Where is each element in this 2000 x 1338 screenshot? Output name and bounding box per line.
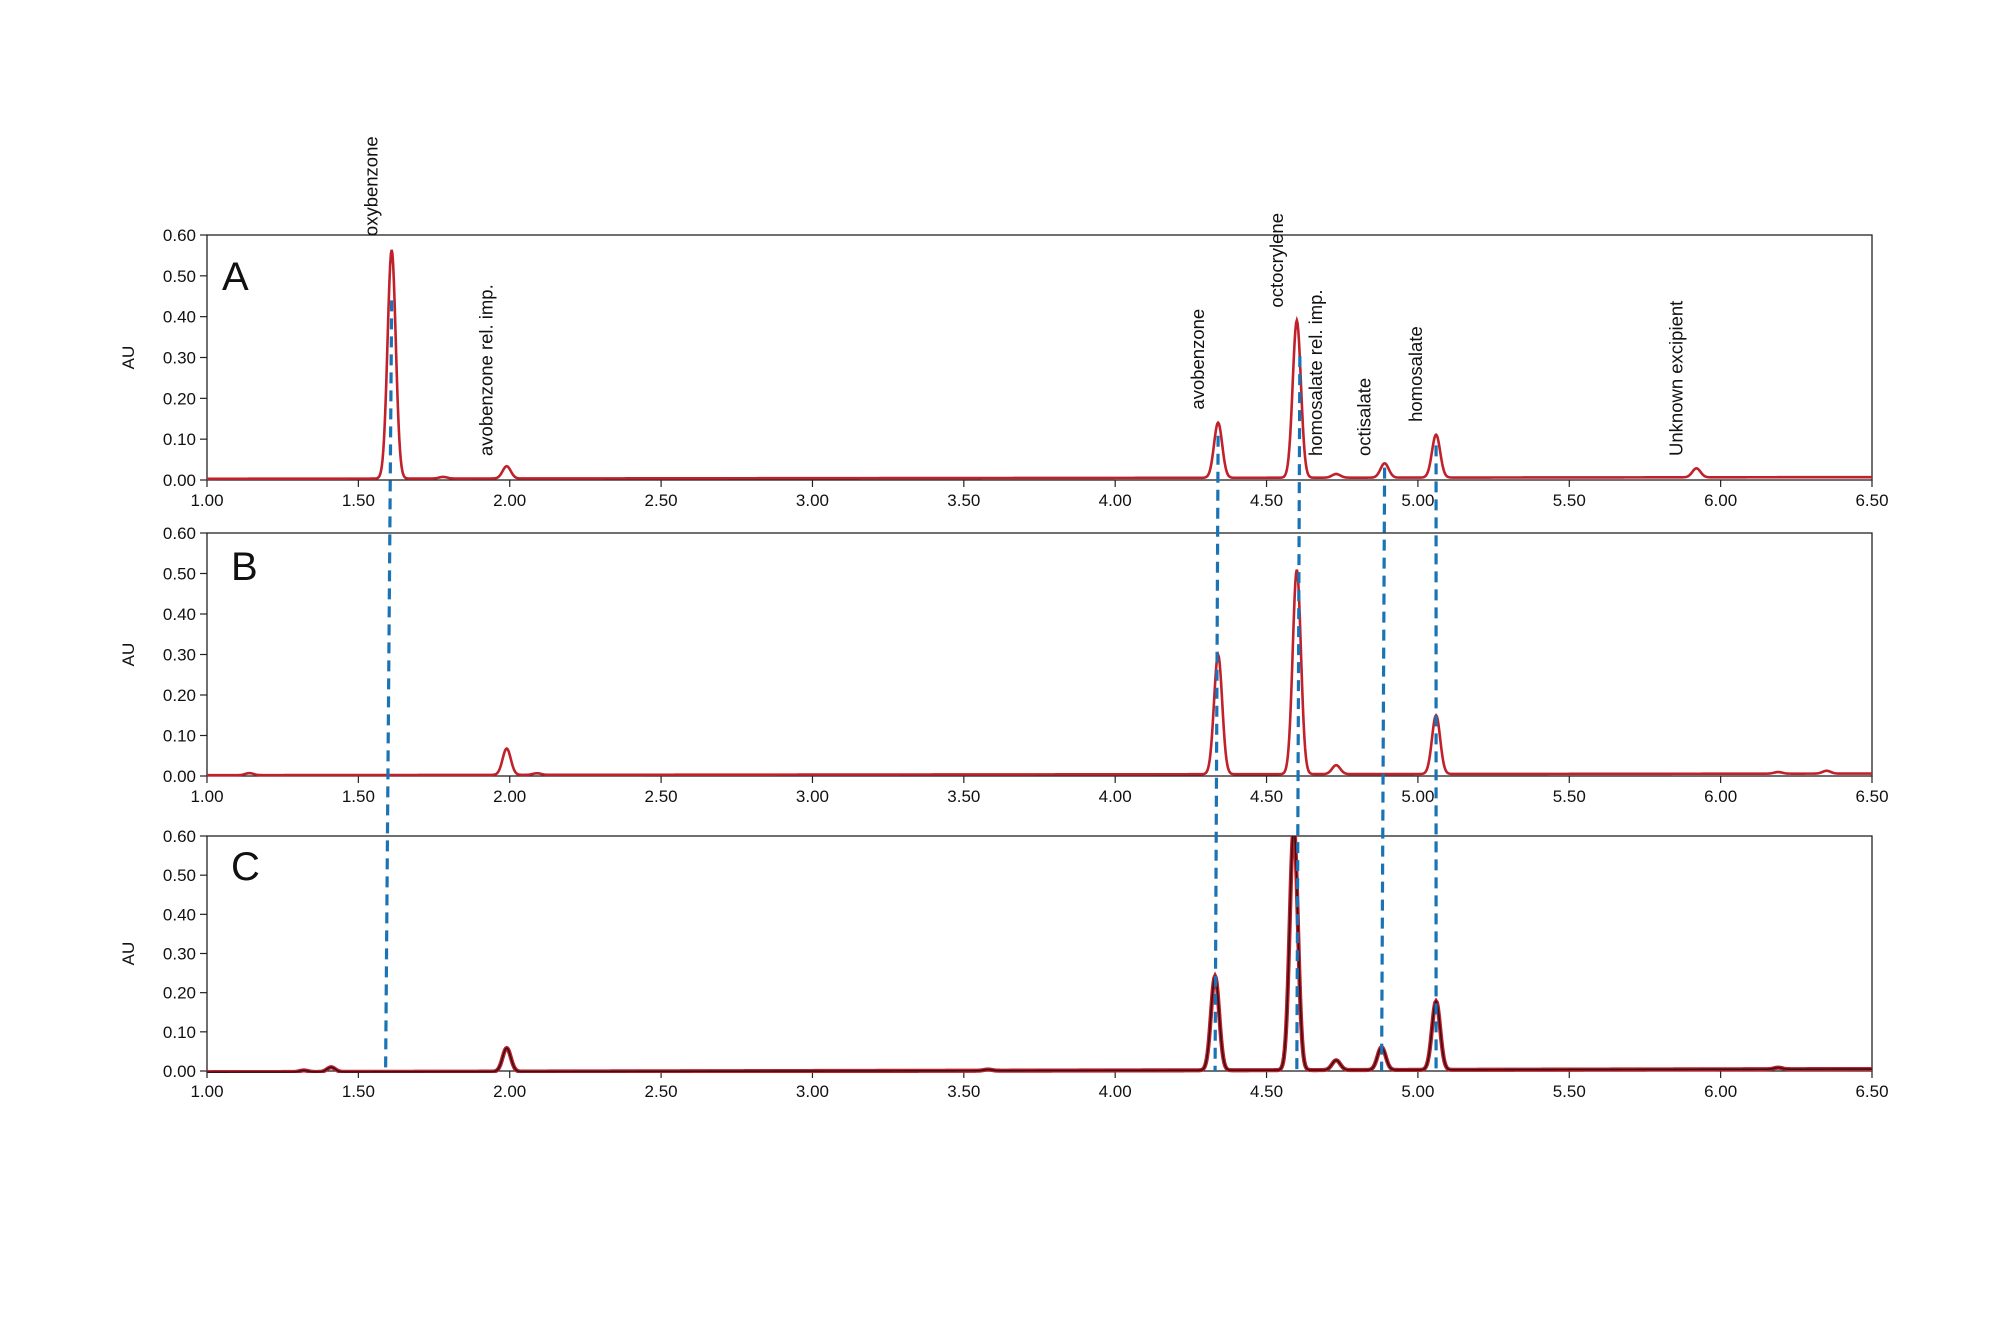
peak-label: Unknown excipient (1665, 301, 1686, 456)
x-tick-label: 3.50 (947, 1082, 980, 1101)
x-tick-label: 4.50 (1250, 491, 1283, 510)
x-tick-label: 3.00 (796, 1082, 829, 1101)
series-trace-red (207, 836, 1872, 1073)
y-axis-label: AU (119, 643, 138, 667)
x-tick-label: 4.50 (1250, 787, 1283, 806)
y-tick-label: 0.10 (163, 727, 196, 746)
x-tick-label: 2.00 (493, 1082, 526, 1101)
x-tick-label: 6.00 (1704, 787, 1737, 806)
x-tick-label: 5.50 (1553, 1082, 1586, 1101)
y-tick-label: 0.10 (163, 1023, 196, 1042)
peak-label: octocrylene (1266, 213, 1287, 308)
plot-frame (206, 234, 1873, 481)
x-tick-label: 1.00 (190, 1082, 223, 1101)
peak-label: avobenzone rel. imp. (476, 284, 497, 456)
x-tick-label: 1.00 (190, 787, 223, 806)
guide-line-octisalate (1379, 467, 1387, 1072)
y-tick-label: 0.60 (163, 524, 196, 543)
x-tick-label: 5.50 (1553, 491, 1586, 510)
x-tick-label: 4.50 (1250, 1082, 1283, 1101)
y-tick-label: 0.00 (163, 471, 196, 490)
y-axis-label: AU (119, 346, 138, 370)
y-tick-label: 0.00 (163, 1062, 196, 1081)
x-tick-label: 2.50 (645, 491, 678, 510)
x-tick-label: 6.00 (1704, 491, 1737, 510)
x-tick-label: 2.50 (645, 787, 678, 806)
x-tick-label: 2.00 (493, 491, 526, 510)
x-tick-label: 4.00 (1099, 787, 1132, 806)
panel-label: A (222, 255, 249, 299)
x-tick-label: 5.00 (1401, 1082, 1434, 1101)
x-tick-label: 5.00 (1401, 787, 1434, 806)
x-tick-label: 1.50 (342, 787, 375, 806)
panel-label: C (231, 845, 260, 889)
x-tick-label: 5.00 (1401, 491, 1434, 510)
y-tick-label: 0.10 (163, 430, 196, 449)
peak-label: homosalate (1405, 326, 1426, 422)
y-tick-label: 0.60 (163, 827, 196, 846)
x-tick-label: 6.50 (1855, 491, 1888, 510)
y-tick-label: 0.50 (163, 267, 196, 286)
y-tick-label: 0.40 (163, 905, 196, 924)
plot-frame (206, 532, 1873, 777)
y-tick-label: 0.30 (163, 349, 196, 368)
panel-a: 0.00 0.10 0.20 0.30 0.40 0.50 0.60 1.00 1.50 2.00… (119, 226, 1889, 510)
y-tick-label: 0.30 (163, 646, 196, 665)
x-tick-label: 2.00 (493, 787, 526, 806)
series-trace (207, 569, 1872, 777)
y-tick-label: 0.50 (163, 866, 196, 885)
peak-label: oxybenzone (361, 136, 382, 236)
x-tick-label: 4.00 (1099, 1082, 1132, 1101)
y-tick-label: 0.20 (163, 389, 196, 408)
peak-label: octisalate (1354, 378, 1375, 456)
x-tick-label: 1.50 (342, 1082, 375, 1101)
panel-c: 0.00 0.10 0.20 0.30 0.40 0.50 0.60 1.00 1.50 2.00… (119, 827, 1889, 1101)
x-tick-label: 3.00 (796, 787, 829, 806)
x-tick-label: 6.50 (1855, 787, 1888, 806)
y-tick-label: 0.00 (163, 767, 196, 786)
x-tick-label: 3.00 (796, 491, 829, 510)
guide-line-avobenzone (1213, 435, 1220, 1072)
panel-b: 0.00 0.10 0.20 0.30 0.40 0.50 0.60 1.00 1.50 2.00… (119, 524, 1889, 806)
y-axis-label: AU (119, 942, 138, 966)
series-trace-dark (207, 836, 1872, 1073)
x-tick-label: 5.50 (1553, 787, 1586, 806)
x-tick-label: 6.50 (1855, 1082, 1888, 1101)
peak-label: homosalate rel. imp. (1305, 289, 1326, 456)
x-tick-label: 4.00 (1099, 491, 1132, 510)
series-trace (207, 249, 1872, 481)
peak-label: avobenzone (1187, 309, 1208, 410)
plot-frame (206, 835, 1873, 1072)
x-tick-label: 1.50 (342, 491, 375, 510)
guide-line-oxybenzone (384, 300, 394, 1072)
y-tick-label: 0.60 (163, 226, 196, 245)
x-tick-label: 6.00 (1704, 1082, 1737, 1101)
guide-line-octocrylene (1295, 356, 1302, 1072)
y-tick-label: 0.20 (163, 984, 196, 1003)
y-tick-label: 0.20 (163, 686, 196, 705)
x-tick-label: 2.50 (645, 1082, 678, 1101)
panel-label: B (231, 545, 258, 589)
y-tick-label: 0.40 (163, 308, 196, 327)
x-tick-label: 3.50 (947, 787, 980, 806)
x-tick-label: 3.50 (947, 491, 980, 510)
x-tick-label: 1.00 (190, 491, 223, 510)
y-tick-label: 0.40 (163, 605, 196, 624)
y-tick-label: 0.30 (163, 945, 196, 964)
y-tick-label: 0.50 (163, 565, 196, 584)
